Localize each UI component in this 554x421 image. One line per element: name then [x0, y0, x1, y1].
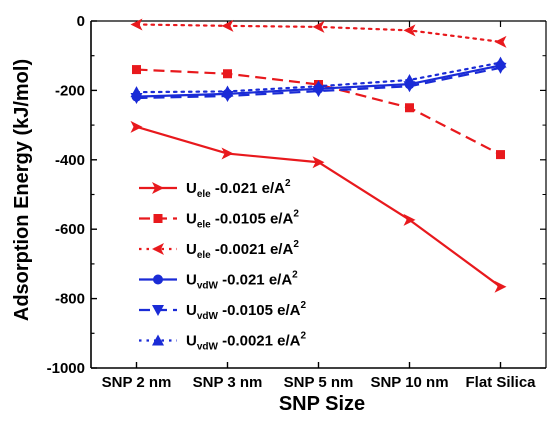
data-point-ele_0021	[403, 24, 416, 37]
data-point-ele_0021	[312, 20, 325, 33]
x-tick-label: SNP 2 nm	[102, 374, 172, 391]
data-point-ele_0105	[496, 150, 505, 160]
data-point-vdw_0021	[221, 85, 234, 97]
x-axis-title: SNP Size	[279, 393, 365, 415]
legend-marker	[152, 182, 164, 194]
y-tick-label: -400	[55, 152, 85, 169]
data-point-vdw_0021	[130, 86, 143, 98]
data-point-vdw_0021	[403, 73, 416, 85]
legend-label: Uele -0.0021 e/A2	[186, 239, 299, 261]
y-tick-label: -1000	[47, 360, 85, 377]
legend-marker	[153, 214, 163, 223]
series-line-ele_0105	[136, 68, 502, 156]
x-axis-ticks: SNP 2 nm SNP 3 nm SNP 5 nm SNP 10 nm Flat Si…	[102, 21, 536, 391]
series-line-vdw_0105	[136, 66, 501, 100]
data-point-ele_0021	[494, 35, 507, 48]
legend-label: Uele -0.0105 e/A2	[186, 209, 299, 231]
data-point-ele_021	[494, 280, 507, 293]
y-tick-label: -800	[55, 291, 85, 308]
data-point-ele_0105	[132, 65, 141, 75]
legend-item-ele_0105: Uele -0.0105 e/A2	[139, 209, 299, 231]
x-tick-label: Flat Silica	[465, 374, 536, 391]
legend-marker	[152, 305, 164, 316]
data-point-ele_0105	[223, 69, 232, 79]
legend-label: UvdW -0.0105 e/A2	[186, 300, 307, 322]
data-point-ele_021	[221, 147, 234, 160]
legend-item-vdw_021: UvdW -0.021 e/A2	[139, 270, 298, 292]
data-point-ele_021	[403, 213, 416, 226]
legend-item-vdw_0105: UvdW -0.0105 e/A2	[139, 300, 307, 322]
legend-item-ele_021: Uele -0.021 e/A2	[139, 178, 291, 200]
legend-item-ele_0021: Uele -0.0021 e/A2	[139, 239, 299, 261]
series-vdw_0021	[130, 56, 507, 98]
series-ele_021	[130, 120, 507, 293]
x-tick-label: SNP 3 nm	[193, 374, 263, 391]
y-tick-label: -200	[55, 82, 85, 99]
legend-label: UvdW -0.0021 e/A2	[186, 331, 307, 353]
legend-item-vdw_0021: UvdW -0.0021 e/A2	[139, 331, 307, 353]
data-point-ele_0021	[130, 18, 143, 31]
x-tick-label: SNP 5 nm	[284, 374, 354, 391]
x-tick-label: SNP 10 nm	[370, 374, 448, 391]
data-point-ele_021	[312, 156, 325, 169]
y-tick-label: 0	[77, 13, 85, 30]
legend: Uele -0.021 e/A2 Uele -0.0105 e/A2 Uele -0…	[139, 178, 307, 353]
data-point-vdw_0021	[494, 56, 507, 68]
legend-marker	[153, 274, 163, 285]
legend-marker	[152, 334, 164, 346]
data-point-ele_0021	[221, 19, 234, 32]
series-ele_0021	[130, 18, 507, 48]
y-axis-title: Adsorption Energy (kJ/mol)	[11, 59, 33, 321]
series-line-ele_021	[136, 125, 502, 288]
data-point-ele_021	[130, 120, 143, 133]
series-layer	[130, 18, 507, 293]
legend-marker	[152, 243, 164, 255]
y-tick-label: -600	[55, 221, 85, 238]
data-point-vdw_0021	[312, 80, 325, 92]
legend-label: Uele -0.021 e/A2	[186, 178, 291, 200]
data-point-ele_0105	[405, 103, 414, 113]
y-axis-ticks: 0 -200 -400 -600 -800 -1000	[47, 13, 546, 377]
legend-label: UvdW -0.021 e/A2	[186, 270, 298, 292]
